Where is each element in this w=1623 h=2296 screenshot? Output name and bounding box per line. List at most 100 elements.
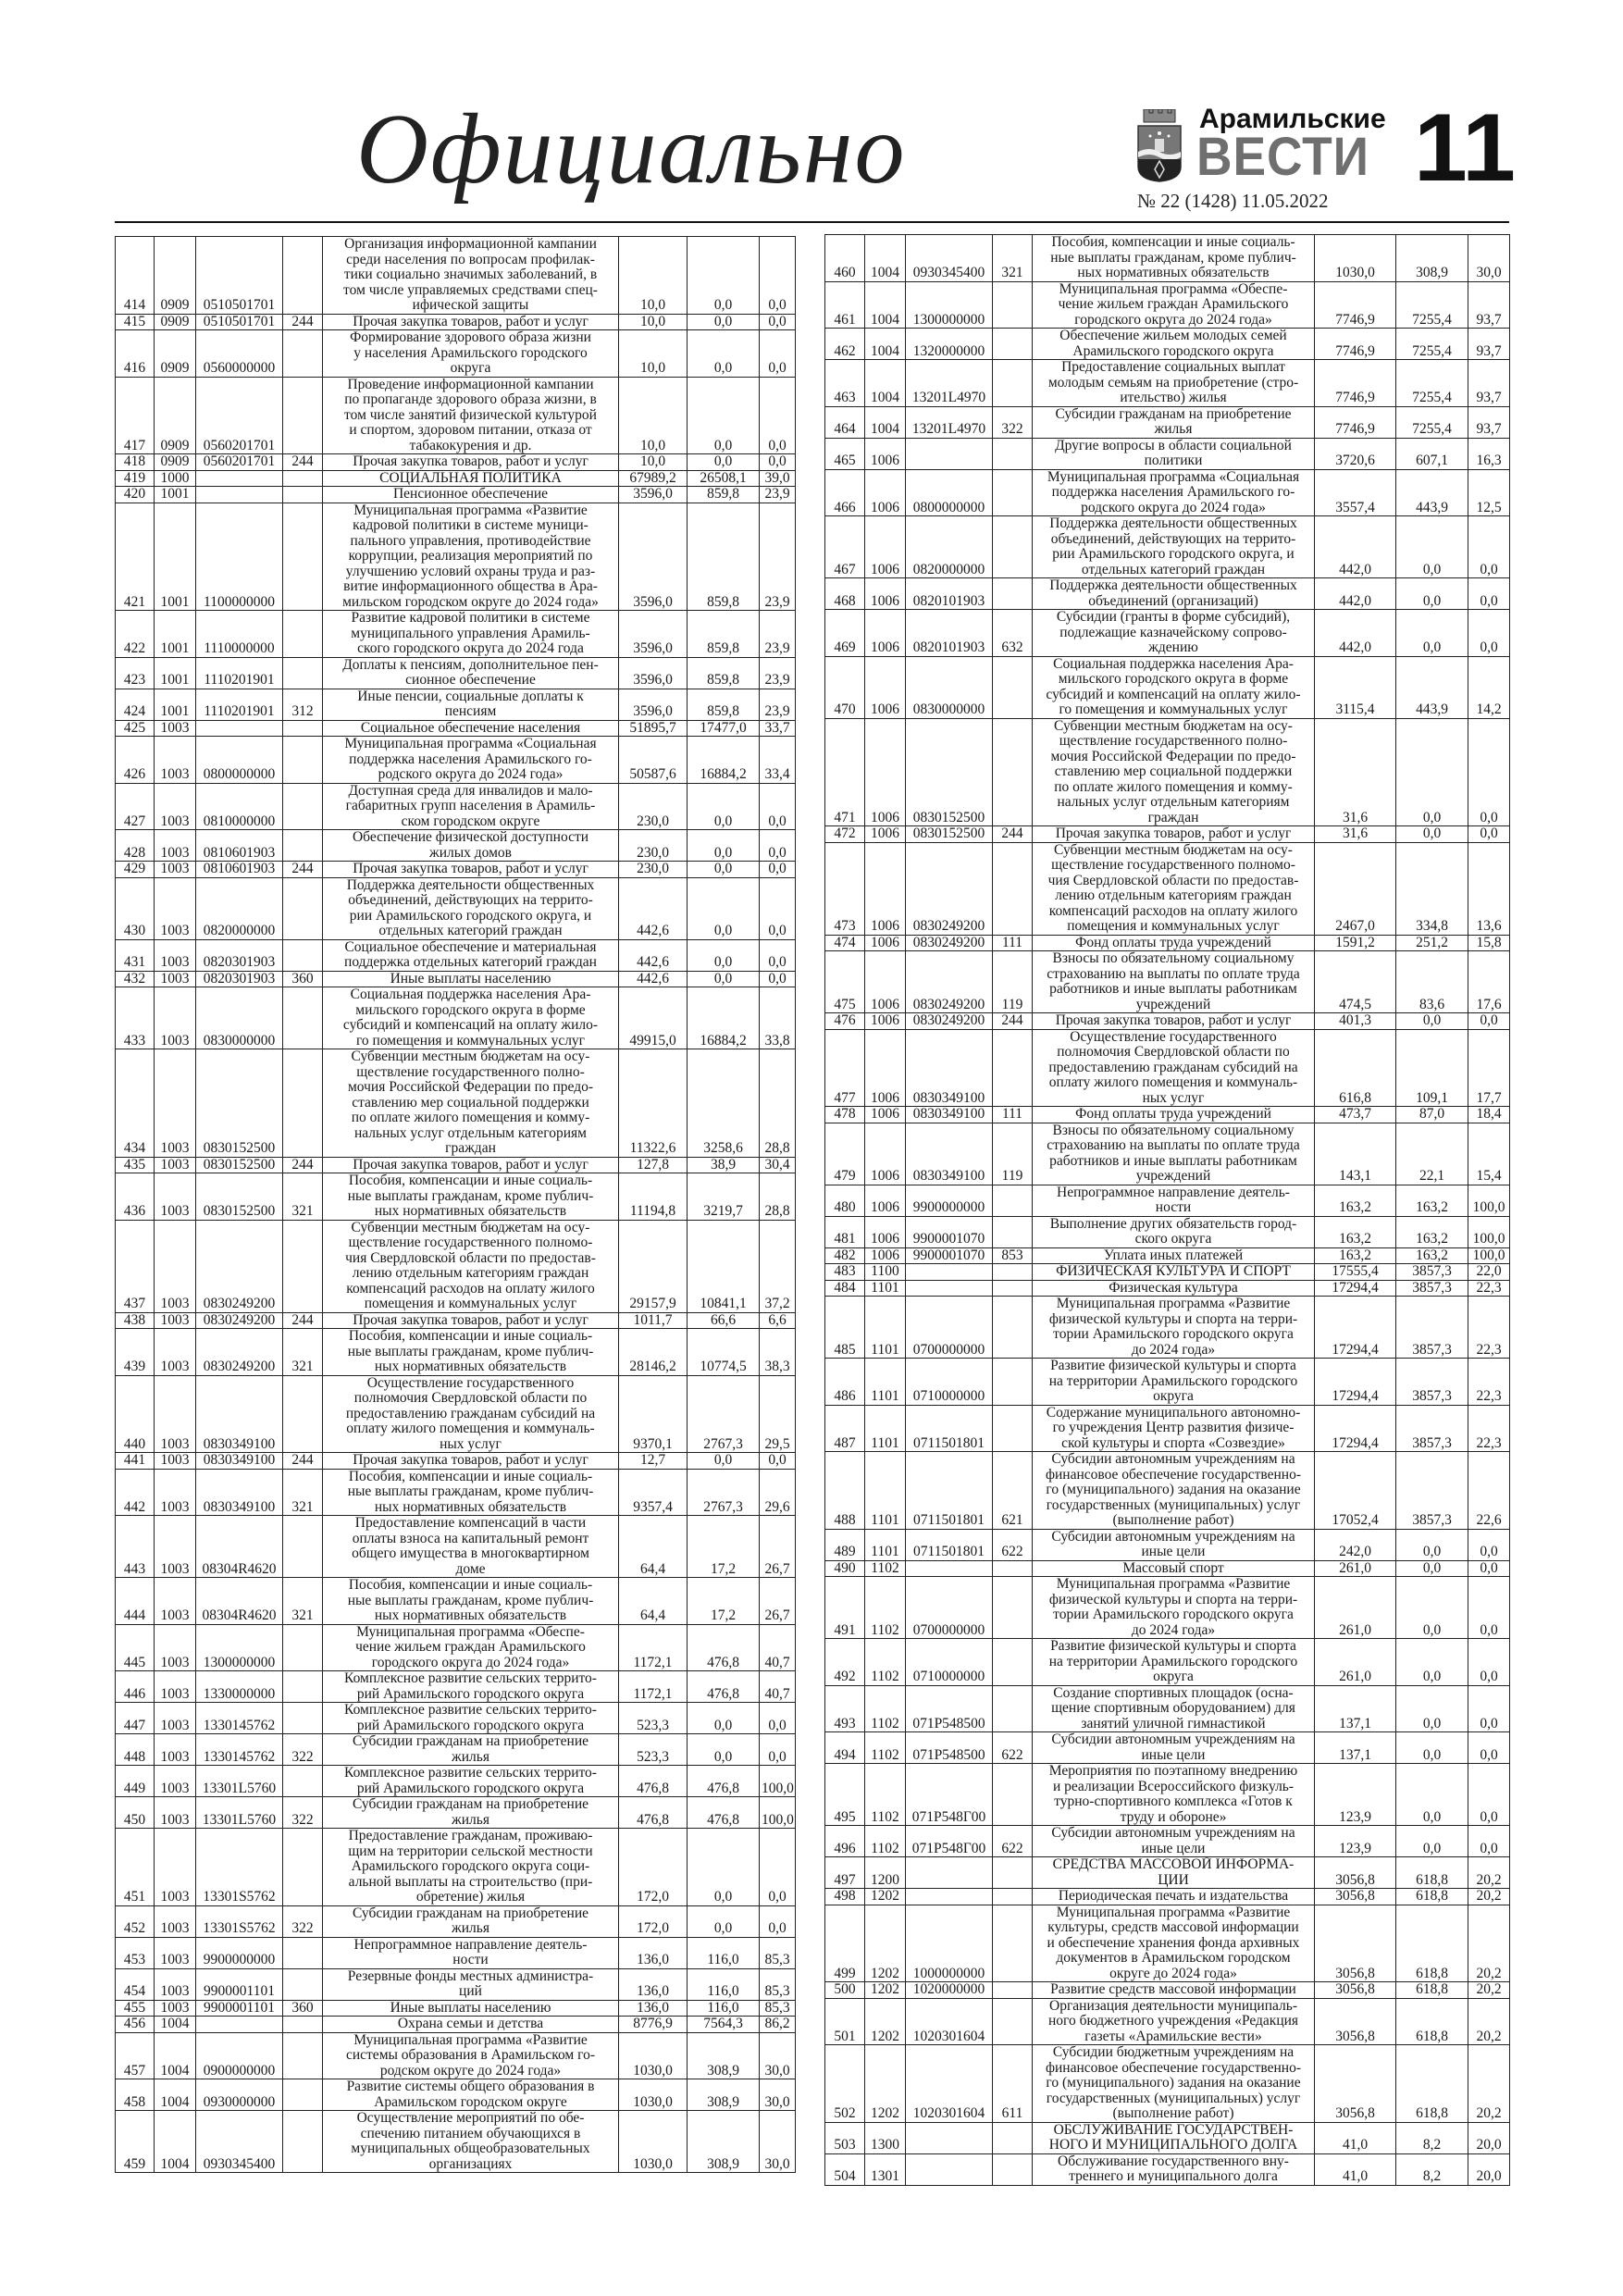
table-row: 462 1004 1320000000 Обеспечение жильем моло…	[824, 328, 1510, 360]
expense-type-cell	[282, 1702, 323, 1734]
row-number-cell: 490	[824, 1559, 865, 1577]
section-code-cell: 1006	[864, 577, 906, 610]
planned-amount-cell: 64,4	[618, 1577, 688, 1625]
expense-type-cell: 622	[992, 1528, 1033, 1561]
row-number-cell: 496	[824, 1825, 865, 1857]
expense-type-cell: 321	[282, 1173, 323, 1221]
table-row: 502 1202 1020301604 611 Субсидии бюджетным у…	[824, 2044, 1510, 2123]
description-cell: Социальная поддержка населения Ара- миль…	[1032, 655, 1315, 719]
execution-percent-cell: 29,5	[759, 1374, 796, 1453]
target-code-cell: 0510501701	[195, 313, 283, 330]
table-row: 422 1001 1110000000 Развитие кадровой полит…	[115, 610, 796, 658]
execution-percent-cell: 20,2	[1468, 1856, 1510, 1889]
planned-amount-cell: 3056,8	[1314, 2044, 1396, 2123]
executed-amount-cell: 8,2	[1395, 2153, 1468, 2186]
planned-amount-cell: 137,1	[1314, 1684, 1396, 1732]
row-number-cell: 469	[824, 609, 865, 657]
executed-amount-cell: 251,2	[1395, 934, 1468, 951]
table-row: 449 1003 13301L5760 Комплексное развитие се…	[115, 1765, 796, 1797]
table-row: 450 1003 13301L5760 322 Субсидии гражданам н…	[115, 1796, 796, 1829]
section-code-cell: 1006	[864, 655, 906, 719]
description-cell: Муниципальная программа «Развитие систем…	[322, 2031, 619, 2079]
expense-type-cell	[282, 1374, 323, 1453]
section-code-cell: 1003	[154, 1374, 196, 1453]
expense-type-cell	[282, 782, 323, 830]
executed-amount-cell: 0,0	[687, 1828, 760, 1906]
target-code-cell: 0830152500	[905, 717, 993, 826]
planned-amount-cell: 137,1	[1314, 1731, 1396, 1764]
description-cell: Комплексное развитие сельских террито- р…	[322, 1765, 619, 1797]
description-cell: Осуществление государственного полномочи…	[1032, 1028, 1315, 1107]
expense-type-cell	[992, 2153, 1033, 2186]
expense-type-cell: 244	[282, 1452, 323, 1470]
target-code-cell: 0830349100	[905, 1106, 993, 1123]
target-code-cell: 0710000000	[905, 1638, 993, 1686]
section-code-cell: 1202	[864, 1997, 906, 2045]
target-code-cell: 0711501801	[905, 1404, 993, 1452]
executed-amount-cell: 618,8	[1395, 1904, 1468, 1982]
planned-amount-cell: 1011,7	[618, 1311, 688, 1329]
expense-type-cell	[992, 841, 1033, 936]
execution-percent-cell: 33,8	[759, 987, 796, 1049]
row-number-cell: 502	[824, 2044, 865, 2123]
planned-amount-cell: 136,0	[618, 1936, 688, 1969]
row-number-cell: 422	[115, 610, 155, 658]
expense-type-cell	[992, 1263, 1033, 1281]
section-code-cell: 1101	[864, 1404, 906, 1452]
executed-amount-cell: 2767,3	[687, 1374, 760, 1453]
section-code-cell: 1102	[864, 1638, 906, 1686]
execution-percent-cell: 93,7	[1468, 280, 1510, 329]
table-row: 499 1202 1000000000 Муниципальная программа…	[824, 1904, 1510, 1982]
table-row: 498 1202 Периодическая печать и издательст…	[824, 1888, 1510, 1905]
table-row: 423 1001 1110201901 Доплаты к пенсиям, допо…	[115, 656, 796, 689]
execution-percent-cell: 0,0	[759, 236, 796, 315]
executed-amount-cell: 0,0	[1395, 577, 1468, 610]
expense-type-cell: 321	[282, 1468, 323, 1516]
executed-amount-cell: 87,0	[1395, 1106, 1468, 1123]
planned-amount-cell: 50587,6	[618, 736, 688, 784]
executed-amount-cell: 0,0	[1395, 1825, 1468, 1857]
section-code-cell: 1101	[864, 1451, 906, 1530]
table-row: 442 1003 0830349100 321 Пособия, компенсации…	[115, 1468, 796, 1516]
target-code-cell: 9900001070	[905, 1247, 993, 1264]
planned-amount-cell: 8776,9	[618, 2016, 688, 2033]
description-cell: Прочая закупка товаров, работ и услуг	[322, 1452, 619, 1470]
row-number-cell: 416	[115, 329, 155, 378]
planned-amount-cell: 123,9	[1314, 1763, 1396, 1826]
table-row: 475 1006 0830249200 119 Взносы по обязательн…	[824, 950, 1510, 1013]
description-cell: Субсидии автономным учреждениям на иные …	[1032, 1731, 1315, 1764]
row-number-cell: 418	[115, 453, 155, 471]
row-number-cell: 430	[115, 876, 155, 940]
expense-type-cell	[992, 1215, 1033, 1248]
executed-amount-cell: 0,0	[1395, 609, 1468, 657]
table-row: 467 1006 0820000000 Поддержка деятельности …	[824, 515, 1510, 578]
table-row: 493 1102 071P548500 Создание спортивных пло…	[824, 1684, 1510, 1732]
description-cell: Поддержка деятельности общественных объе…	[322, 876, 619, 940]
target-code-cell: 0830349100	[195, 1468, 283, 1516]
target-code-cell: 0830349100	[195, 1452, 283, 1470]
planned-amount-cell: 7746,9	[1314, 328, 1396, 360]
description-cell: Субвенции местным бюджетам на осу- ществ…	[322, 1049, 619, 1158]
section-code-cell: 1000	[154, 469, 196, 487]
expense-type-cell	[282, 329, 323, 378]
table-row: 447 1003 1330145762 Комплексное развитие се…	[115, 1702, 796, 1734]
row-number-cell: 436	[115, 1173, 155, 1221]
target-code-cell: 0820301903	[195, 938, 283, 972]
section-code-cell: 1003	[154, 1828, 196, 1906]
table-row: 501 1202 1020301604 Организация деятельност…	[824, 1997, 1510, 2045]
row-number-cell: 457	[115, 2031, 155, 2079]
expense-type-cell: 322	[282, 1905, 323, 1938]
row-number-cell: 429	[115, 861, 155, 878]
execution-percent-cell: 0,0	[759, 313, 796, 330]
planned-amount-cell: 3115,4	[1314, 655, 1396, 719]
table-row: 480 1006 9900000000 Непрограммное направлен…	[824, 1184, 1510, 1217]
execution-percent-cell: 33,4	[759, 736, 796, 784]
section-code-cell: 1004	[864, 234, 906, 282]
expense-type-cell	[282, 829, 323, 862]
executed-amount-cell: 7255,4	[1395, 359, 1468, 407]
target-code-cell: 0830000000	[905, 655, 993, 719]
section-code-cell: 1003	[154, 1468, 196, 1516]
row-number-cell: 439	[115, 1328, 155, 1376]
planned-amount-cell: 476,8	[618, 1796, 688, 1829]
planned-amount-cell: 123,9	[1314, 1825, 1396, 1857]
